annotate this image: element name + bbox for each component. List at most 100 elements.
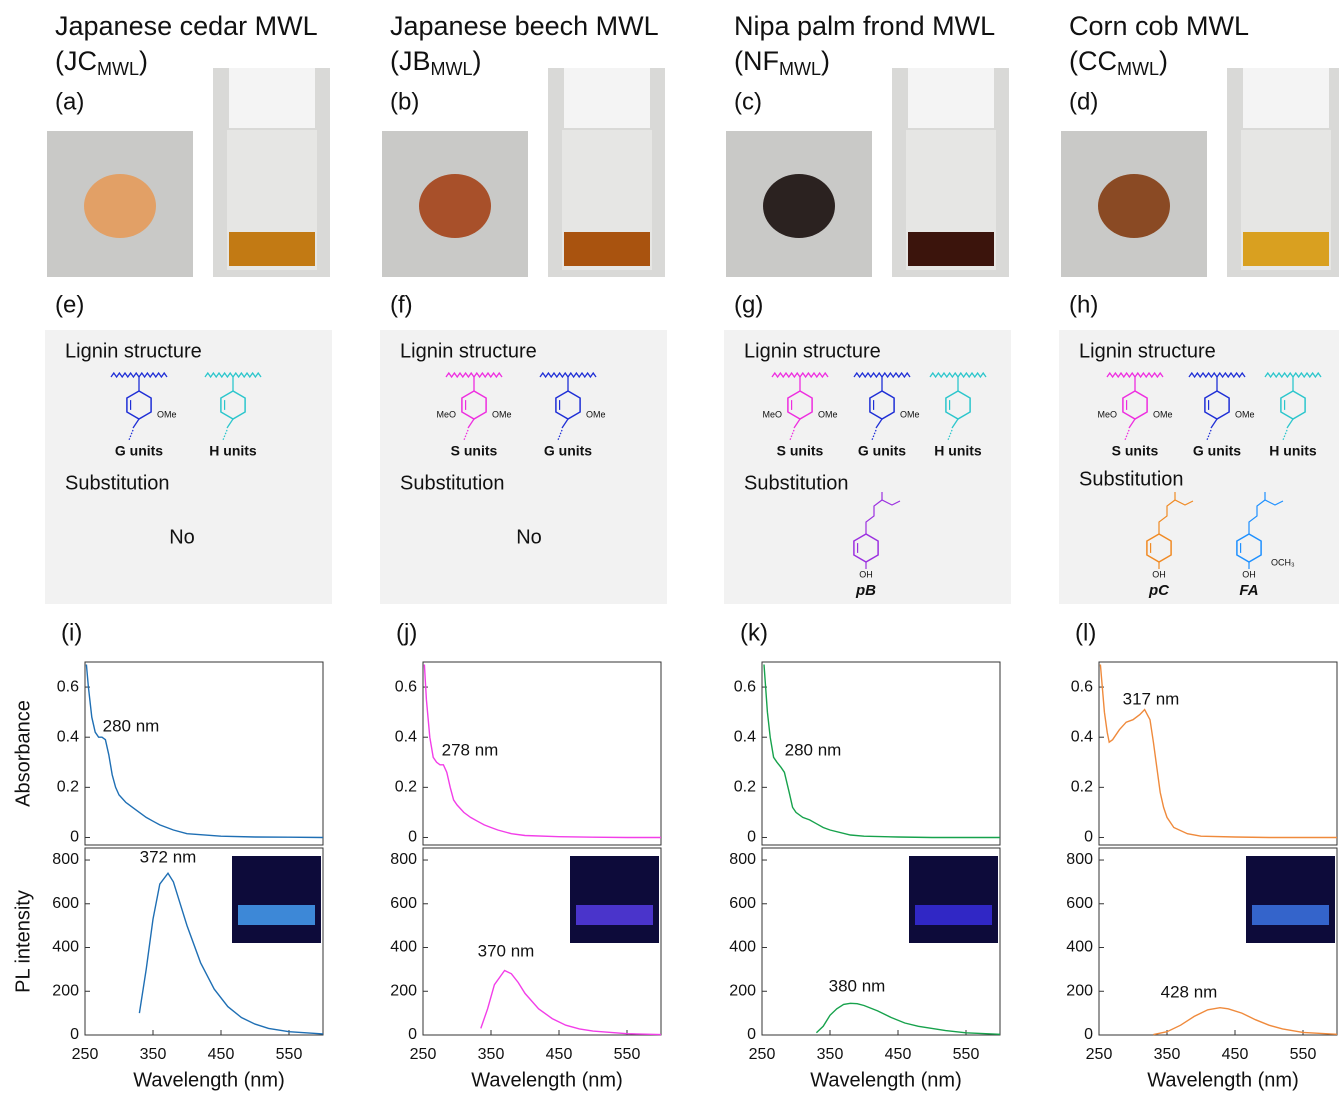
y-tick-label: 0.6	[734, 678, 756, 695]
inset-photo	[232, 856, 321, 943]
column-title: Japanese beech MWL	[390, 11, 659, 41]
panel-label: (c)	[734, 88, 762, 115]
substituent: OMe	[1153, 409, 1173, 419]
y-tick-label: 0.6	[395, 678, 417, 695]
powder	[1098, 174, 1170, 238]
substituent: MeO	[1097, 409, 1117, 419]
y-tick-label: 0.2	[734, 779, 756, 796]
substituent: OMe	[1235, 409, 1255, 419]
unit-label: S units	[451, 443, 498, 459]
panel-label: (e)	[55, 291, 84, 318]
column-abbr-close: )	[139, 46, 148, 76]
spectrum-line	[1153, 1008, 1337, 1035]
y-tick-label: 0.4	[395, 728, 417, 745]
box-heading: Substitution	[65, 472, 170, 494]
y-tick-label: 0.4	[1071, 728, 1093, 745]
substituent: OMe	[900, 409, 920, 419]
y-tick-label: 800	[729, 851, 756, 868]
vial-liquid	[564, 232, 650, 266]
y-tick-label: 600	[390, 895, 417, 912]
substituent: MeO	[436, 409, 456, 419]
x-tick-label: 550	[276, 1046, 303, 1063]
panel-label: (i)	[61, 619, 82, 646]
panel-label: (d)	[1069, 88, 1098, 115]
y-axis-label: PL intensity	[12, 890, 34, 993]
panel-label: (a)	[55, 88, 84, 115]
column-title: Nipa palm frond MWL	[734, 11, 995, 41]
substituent: OMe	[157, 409, 177, 419]
y-tick-label: 0.2	[57, 779, 79, 796]
y-tick-label: 400	[729, 939, 756, 956]
powder	[84, 174, 156, 238]
y-tick-label: 800	[390, 851, 417, 868]
unit-label: G units	[544, 443, 592, 459]
x-tick-label: 250	[72, 1046, 99, 1063]
structure-box	[1059, 330, 1339, 604]
y-tick-label: 0	[70, 829, 79, 846]
column-abbr-close: )	[1159, 46, 1168, 76]
panel-label: (g)	[734, 291, 763, 318]
y-tick-label: 200	[52, 982, 79, 999]
y-tick-label: 0	[70, 1026, 79, 1043]
inset-glow	[238, 905, 315, 925]
structure-box	[724, 330, 1011, 604]
x-tick-label: 350	[1154, 1046, 1181, 1063]
column-title: Corn cob MWL	[1069, 11, 1249, 41]
panel-label: (k)	[740, 619, 768, 646]
atom-label: OH	[859, 569, 873, 579]
peak-annotation: 280 nm	[103, 716, 160, 735]
y-tick-label: 0.6	[1071, 678, 1093, 695]
y-tick-label: 0	[408, 829, 417, 846]
y-tick-label: 0	[747, 1026, 756, 1043]
x-axis-label: Wavelength (nm)	[471, 1069, 623, 1091]
box-heading: Lignin structure	[65, 340, 202, 362]
column-abbr: (JB	[390, 46, 431, 76]
x-axis-label: Wavelength (nm)	[810, 1069, 962, 1091]
y-tick-label: 600	[729, 895, 756, 912]
vial-liquid	[908, 232, 994, 266]
substitution-none: No	[169, 526, 195, 548]
molecule-label: pB	[855, 582, 876, 599]
box-heading: Substitution	[744, 472, 849, 494]
y-axis-label: Absorbance	[12, 700, 34, 807]
y-tick-label: 0.6	[57, 678, 79, 695]
inset-glow	[576, 905, 653, 925]
x-tick-label: 250	[749, 1046, 776, 1063]
peak-annotation: 428 nm	[1161, 982, 1218, 1001]
powder	[763, 174, 835, 238]
inset-glow	[1252, 905, 1329, 925]
plot-frame	[85, 662, 323, 845]
panel-label: (f)	[390, 291, 413, 318]
vial-cap	[229, 68, 315, 128]
vial-cap	[564, 68, 650, 128]
atom-label: OH	[1242, 569, 1256, 579]
y-tick-label: 800	[1066, 851, 1093, 868]
x-tick-label: 450	[208, 1046, 235, 1063]
unit-label: G units	[115, 443, 163, 459]
inset-photo	[1246, 856, 1335, 943]
column-abbr-close: )	[473, 46, 482, 76]
panel-label: (b)	[390, 88, 419, 115]
y-tick-label: 400	[52, 939, 79, 956]
inset-photo	[909, 856, 998, 943]
y-tick-label: 600	[1066, 895, 1093, 912]
vial-liquid	[1243, 232, 1329, 266]
column-abbr-sub: MWL	[1117, 59, 1159, 79]
y-tick-label: 0	[1084, 1026, 1093, 1043]
y-tick-label: 800	[52, 851, 79, 868]
column-abbr-sub: MWL	[431, 59, 473, 79]
unit-label: S units	[1112, 443, 1159, 459]
column-abbr-sub: MWL	[97, 59, 139, 79]
column-abbr: (JC	[55, 46, 97, 76]
molecule-label: FA	[1239, 582, 1258, 599]
x-tick-label: 450	[546, 1046, 573, 1063]
peak-annotation: 317 nm	[1123, 689, 1180, 708]
box-heading: Substitution	[1079, 468, 1184, 490]
y-tick-label: 200	[1066, 982, 1093, 999]
inset-photo	[570, 856, 659, 943]
peak-annotation: 372 nm	[140, 847, 197, 866]
unit-label: G units	[1193, 443, 1241, 459]
x-tick-label: 550	[614, 1046, 641, 1063]
column-abbr-close: )	[821, 46, 830, 76]
inset-glow	[915, 905, 992, 925]
